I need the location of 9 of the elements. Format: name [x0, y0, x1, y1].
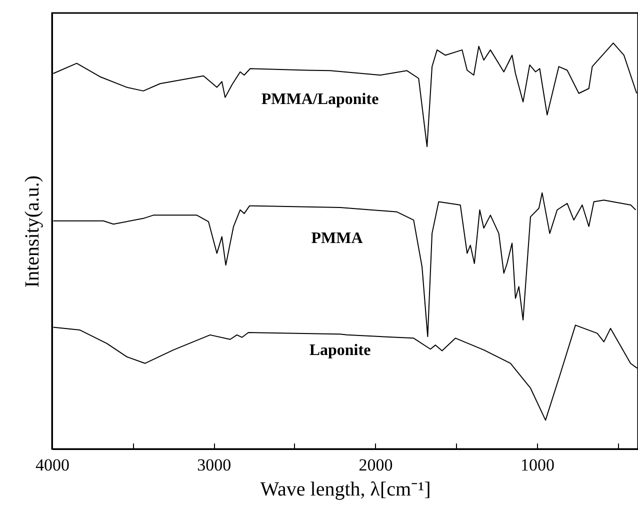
x-tick-label: 3000: [197, 456, 232, 474]
y-axis-title: Intensity(a.u.): [22, 175, 44, 288]
x-tick-label: 4000: [36, 456, 70, 474]
series-label: Laponite: [309, 342, 371, 359]
series-label: PMMA: [311, 230, 364, 247]
x-tick-label: 2000: [358, 456, 393, 474]
series-label: PMMA/Laponite: [261, 91, 379, 108]
x-axis-title: Wave length, λ[cm⁻¹]: [260, 478, 431, 500]
x-tick-label: 1000: [520, 456, 554, 474]
